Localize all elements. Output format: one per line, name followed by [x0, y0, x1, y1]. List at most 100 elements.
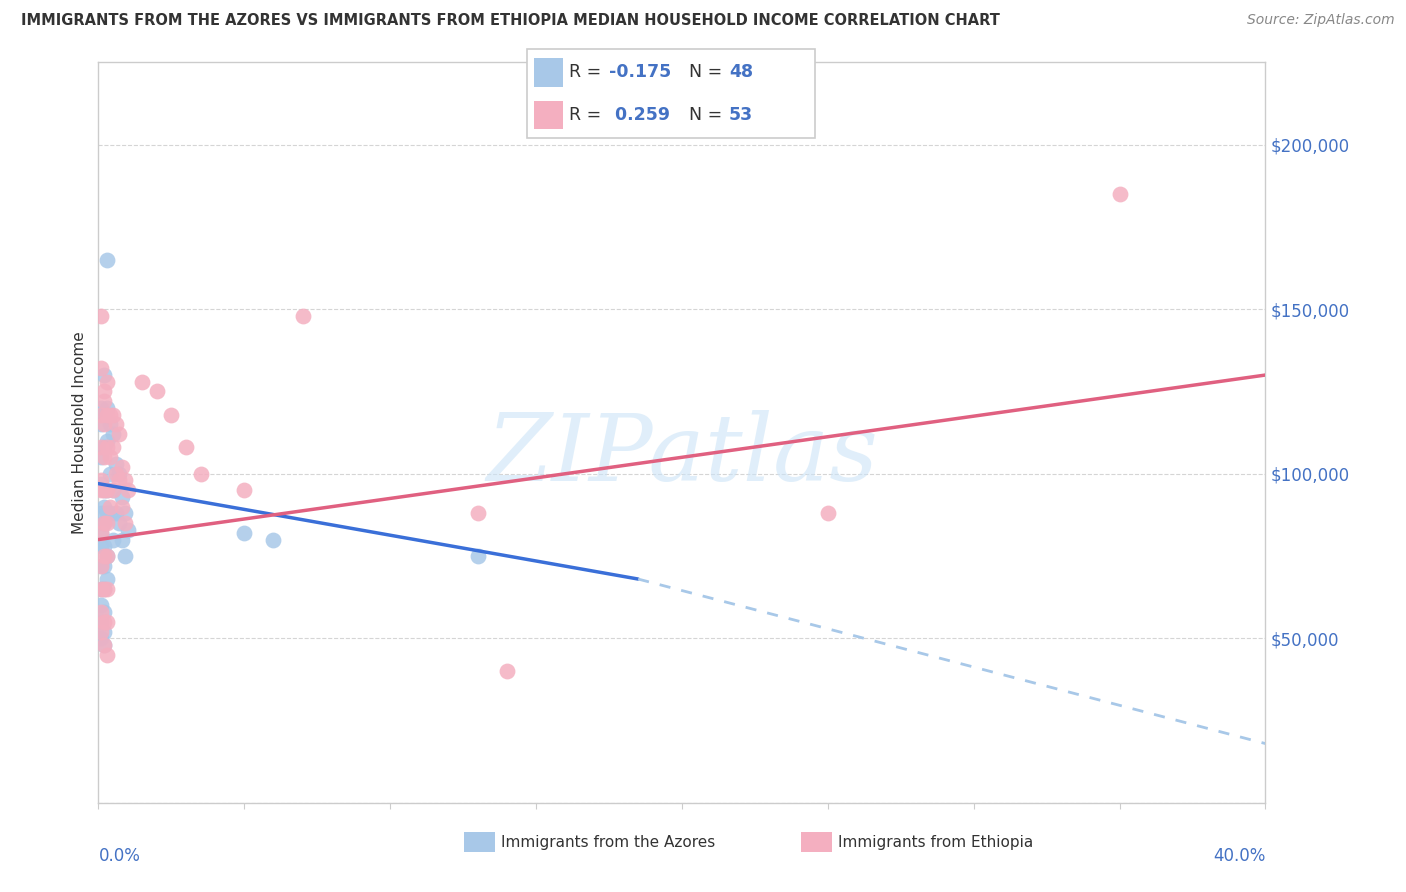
Point: [111, 460, 134, 475]
Point: [93, 450, 115, 465]
Y-axis label: Median Household Income: Median Household Income: [72, 331, 87, 534]
Point: [98, 467, 121, 481]
Point: [90, 539, 112, 553]
Point: [96, 615, 118, 629]
Point: [96, 506, 118, 520]
Point: [96, 434, 118, 448]
Point: [114, 549, 136, 563]
Point: [1108, 187, 1130, 202]
Point: [817, 506, 839, 520]
Point: [96, 401, 118, 415]
Point: [98, 500, 121, 514]
Point: [93, 441, 115, 455]
Text: R =: R =: [569, 105, 607, 124]
Point: [93, 582, 115, 596]
Point: [93, 417, 115, 432]
Point: [93, 483, 115, 498]
Point: [90, 483, 112, 498]
Point: [96, 375, 118, 389]
Point: [93, 384, 115, 399]
Point: [90, 632, 112, 646]
Text: -0.175: -0.175: [609, 63, 672, 81]
Point: [101, 427, 124, 442]
Point: [233, 526, 256, 541]
Point: [96, 549, 118, 563]
Point: [96, 483, 118, 498]
Point: [90, 450, 112, 465]
Point: [96, 408, 118, 422]
Point: [90, 309, 112, 323]
Text: 53: 53: [728, 105, 754, 124]
Point: [90, 558, 112, 573]
Point: [93, 638, 115, 652]
Point: [146, 384, 169, 399]
Point: [96, 252, 118, 267]
Point: [111, 533, 134, 547]
Point: [93, 638, 115, 652]
Point: [190, 467, 212, 481]
Point: [111, 500, 134, 514]
Point: [108, 473, 131, 487]
Point: [467, 549, 489, 563]
Point: [90, 605, 112, 619]
Point: [114, 473, 136, 487]
Point: [104, 467, 127, 481]
Point: [114, 506, 136, 520]
Point: [96, 648, 118, 662]
Point: [114, 516, 136, 530]
Text: 0.0%: 0.0%: [98, 847, 141, 865]
Point: [90, 361, 112, 376]
Point: [93, 394, 115, 409]
Point: [496, 664, 519, 678]
Point: [101, 483, 124, 498]
Point: [90, 473, 112, 487]
Text: Immigrants from Ethiopia: Immigrants from Ethiopia: [838, 835, 1033, 849]
Point: [262, 533, 284, 547]
Point: [93, 605, 115, 619]
Point: [90, 624, 112, 639]
Point: [90, 476, 112, 491]
Point: [90, 615, 112, 629]
Point: [93, 624, 115, 639]
Point: [90, 408, 112, 422]
Point: [108, 516, 131, 530]
Point: [93, 483, 115, 498]
Point: [90, 526, 112, 541]
Point: [93, 539, 115, 553]
Point: [101, 441, 124, 455]
Point: [93, 408, 115, 422]
Point: [291, 309, 314, 323]
Point: [108, 467, 131, 481]
Bar: [534, 59, 564, 87]
Point: [98, 506, 121, 520]
Point: [90, 582, 112, 596]
Point: [108, 427, 131, 442]
Point: [90, 582, 112, 596]
Point: [160, 408, 183, 422]
Point: [101, 533, 124, 547]
Point: [90, 599, 112, 613]
Point: [98, 408, 121, 422]
Point: [233, 483, 256, 498]
Text: 40.0%: 40.0%: [1213, 847, 1265, 865]
Point: [96, 483, 118, 498]
Point: [104, 457, 127, 471]
Point: [174, 441, 197, 455]
Text: N =: N =: [689, 63, 727, 81]
Point: [93, 500, 115, 514]
Point: [467, 506, 489, 520]
Point: [117, 483, 139, 498]
Point: [90, 401, 112, 415]
Text: R =: R =: [569, 63, 607, 81]
Point: [90, 506, 112, 520]
Point: [117, 523, 139, 537]
Point: [104, 506, 127, 520]
Point: [101, 408, 124, 422]
Point: [96, 549, 118, 563]
Text: Source: ZipAtlas.com: Source: ZipAtlas.com: [1247, 13, 1395, 28]
Point: [111, 490, 134, 504]
Point: [90, 441, 112, 455]
Point: [98, 417, 121, 432]
Point: [101, 483, 124, 498]
Text: IMMIGRANTS FROM THE AZORES VS IMMIGRANTS FROM ETHIOPIA MEDIAN HOUSEHOLD INCOME C: IMMIGRANTS FROM THE AZORES VS IMMIGRANTS…: [21, 13, 1000, 29]
